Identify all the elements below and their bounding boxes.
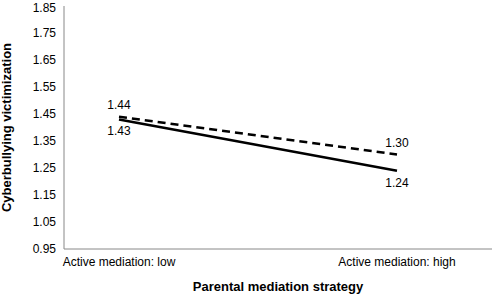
svg-text:1.25: 1.25 [33,161,57,175]
svg-text:1.05: 1.05 [33,215,57,229]
svg-text:Parental mediation strategy: Parental mediation strategy [193,279,364,294]
svg-text:1.15: 1.15 [33,188,57,202]
svg-text:Active mediation: high: Active mediation: high [338,255,455,269]
svg-text:1.30: 1.30 [385,136,409,150]
svg-text:1.43: 1.43 [107,124,131,138]
svg-text:1.45: 1.45 [33,107,57,121]
svg-text:0.95: 0.95 [33,242,57,256]
svg-text:1.65: 1.65 [33,53,57,67]
svg-text:Cyberbullying victimization: Cyberbullying victimization [8,43,14,212]
svg-text:Active mediation: low: Active mediation: low [63,255,176,269]
svg-text:1.35: 1.35 [33,134,57,148]
svg-text:1.75: 1.75 [33,26,57,40]
svg-text:1.44: 1.44 [107,98,131,112]
svg-text:1.24: 1.24 [385,176,409,190]
svg-text:1.85: 1.85 [33,1,57,15]
svg-text:1.55: 1.55 [33,80,57,94]
